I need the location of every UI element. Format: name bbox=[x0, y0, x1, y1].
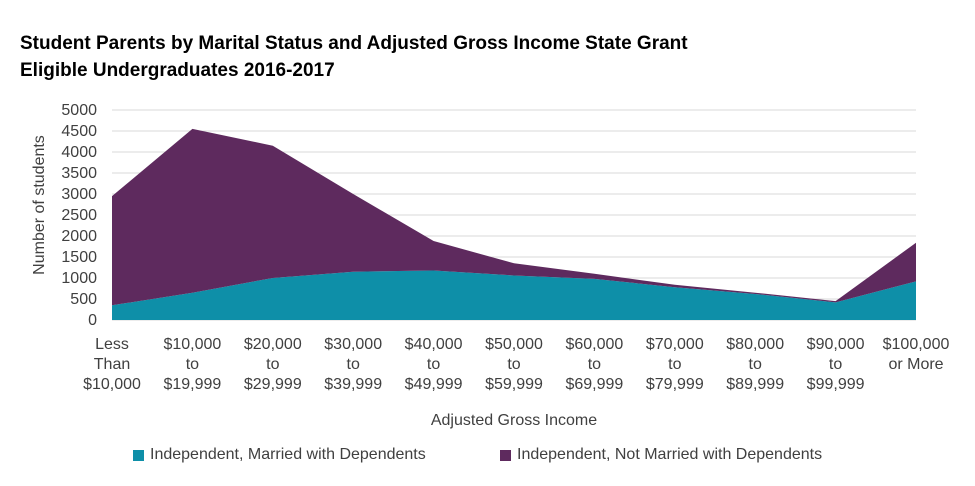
chart-title-line-2: Eligible Undergraduates 2016-2017 bbox=[20, 60, 335, 81]
x-tick-label-7: $60,000 to $69,999 bbox=[565, 336, 623, 393]
legend-label-not-married: Independent, Not Married with Dependents bbox=[517, 446, 823, 463]
chart-title: Student Parents by Marital Status and Ad… bbox=[20, 30, 920, 84]
x-tick-label-8: $70,000 to $79,999 bbox=[646, 336, 704, 393]
y-tick-label-5000: 5000 bbox=[61, 102, 97, 119]
x-tick-label-1: Less Than $10,000 bbox=[83, 336, 141, 393]
legend-label-married: Independent, Married with Dependents bbox=[150, 446, 426, 463]
area-series-2 bbox=[112, 128, 916, 306]
x-tick-label-9: $80,000 to $89,999 bbox=[726, 336, 784, 393]
x-tick-label-6: $50,000 to $59,999 bbox=[485, 336, 543, 393]
x-tick-label-3: $20,000 to $29,999 bbox=[244, 336, 302, 393]
area-series-1 bbox=[112, 270, 916, 320]
legend-swatch-married bbox=[133, 449, 144, 461]
y-axis-title: Number of students bbox=[31, 135, 48, 275]
y-tick-label-4500: 4500 bbox=[61, 123, 97, 140]
chart-legend: Independent, Married with Dependents Ind… bbox=[0, 446, 975, 468]
y-tick-label-0: 0 bbox=[88, 312, 97, 329]
chart-plot: 0 500 1000 1500 2000 2500 3000 3500 4000 4500 5000… bbox=[31, 102, 950, 429]
x-tick-label-2: $10,000 to $19,999 bbox=[163, 336, 221, 393]
y-tick-label-3000: 3000 bbox=[61, 186, 97, 203]
y-tick-label-2000: 2000 bbox=[61, 228, 97, 245]
x-tick-label-4: $30,000 to $39,999 bbox=[324, 336, 382, 393]
chart-title-line-1: Student Parents by Marital Status and Ad… bbox=[20, 33, 688, 54]
y-tick-label-2500: 2500 bbox=[61, 207, 97, 224]
legend-swatch-not-married bbox=[500, 449, 511, 461]
x-axis-title: Adjusted Gross Income bbox=[431, 412, 597, 429]
legend-item-not-married: Independent, Not Married with Dependents bbox=[500, 446, 822, 464]
y-tick-label-3500: 3500 bbox=[61, 165, 97, 182]
y-tick-label-1000: 1000 bbox=[61, 270, 97, 287]
x-tick-label-5: $40,000 to $49,999 bbox=[405, 336, 463, 393]
y-tick-label-1500: 1500 bbox=[61, 249, 97, 266]
x-tick-label-11: $100,000 or More bbox=[883, 336, 950, 373]
x-tick-label-10: $90,000 to $99,999 bbox=[807, 336, 865, 393]
y-tick-label-4000: 4000 bbox=[61, 144, 97, 161]
y-tick-label-500: 500 bbox=[70, 291, 97, 308]
legend-item-married: Independent, Married with Dependents bbox=[133, 446, 426, 464]
